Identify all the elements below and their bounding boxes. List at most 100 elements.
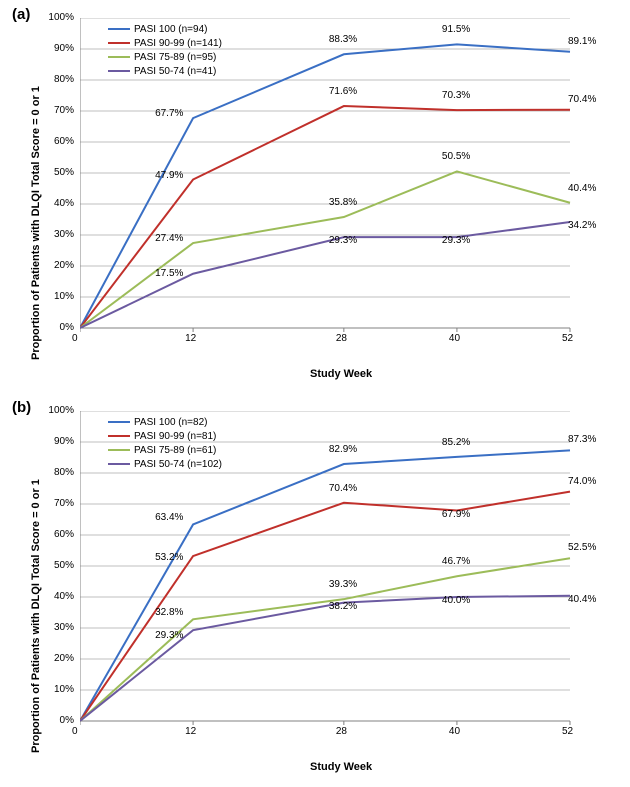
ytick-label: 60% — [44, 136, 74, 147]
ytick-label: 30% — [44, 229, 74, 240]
data-label: 67.7% — [155, 108, 183, 119]
data-label: 46.7% — [442, 556, 470, 567]
data-label: 27.4% — [155, 233, 183, 244]
data-label: 82.9% — [329, 444, 357, 455]
legend-item-pasi100: PASI 100 (n=82) — [108, 415, 222, 429]
panel-a-ylabel: Proportion of Patients with DLQI Total S… — [30, 86, 42, 360]
data-label: 70.4% — [568, 94, 596, 105]
data-label: 63.4% — [155, 512, 183, 523]
legend-swatch — [108, 435, 130, 437]
xtick-label: 0 — [72, 726, 78, 737]
data-label: 40.4% — [568, 594, 596, 605]
data-label: 40.4% — [568, 183, 596, 194]
ytick-label: 50% — [44, 167, 74, 178]
xtick-label: 52 — [562, 726, 573, 737]
data-label: 29.3% — [155, 630, 183, 641]
data-label: 71.6% — [329, 86, 357, 97]
legend-swatch — [108, 28, 130, 30]
ytick-label: 100% — [44, 405, 74, 416]
ytick-label: 100% — [44, 12, 74, 23]
legend-text: PASI 50-74 (n=102) — [134, 459, 222, 470]
legend-text: PASI 75-89 (n=95) — [134, 52, 216, 63]
ytick-label: 70% — [44, 105, 74, 116]
ytick-label: 20% — [44, 260, 74, 271]
chart-a: 0%10%20%30%40%50%60%70%80%90%100%0122840… — [80, 18, 600, 348]
ytick-label: 20% — [44, 653, 74, 664]
legend-swatch — [108, 449, 130, 451]
data-label: 50.5% — [442, 151, 470, 162]
data-label: 35.8% — [329, 197, 357, 208]
legend-item-pasi50_74: PASI 50-74 (n=102) — [108, 457, 222, 471]
data-label: 87.3% — [568, 434, 596, 445]
data-label: 39.3% — [329, 579, 357, 590]
data-label: 38.2% — [329, 601, 357, 612]
xtick-label: 12 — [185, 333, 196, 344]
ytick-label: 40% — [44, 198, 74, 209]
legend-text: PASI 100 (n=94) — [134, 24, 207, 35]
legend-text: PASI 50-74 (n=41) — [134, 66, 216, 77]
legend-item-pasi50_74: PASI 50-74 (n=41) — [108, 64, 222, 78]
panel-b: (b) Proportion of Patients with DLQI Tot… — [0, 395, 630, 787]
data-label: 40.0% — [442, 595, 470, 606]
ytick-label: 0% — [44, 715, 74, 726]
legend-swatch — [108, 42, 130, 44]
panel-b-xlabel: Study Week — [310, 761, 372, 773]
chart-b: 0%10%20%30%40%50%60%70%80%90%100%0122840… — [80, 411, 600, 741]
ytick-label: 40% — [44, 591, 74, 602]
xtick-label: 52 — [562, 333, 573, 344]
ytick-label: 60% — [44, 529, 74, 540]
data-label: 88.3% — [329, 34, 357, 45]
panel-b-label: (b) — [12, 399, 31, 416]
legend-text: PASI 100 (n=82) — [134, 417, 207, 428]
panel-a-label: (a) — [12, 6, 30, 23]
panel-a-xlabel: Study Week — [310, 368, 372, 380]
data-label: 85.2% — [442, 437, 470, 448]
ytick-label: 80% — [44, 74, 74, 85]
data-label: 47.9% — [155, 170, 183, 181]
data-label: 74.0% — [568, 476, 596, 487]
data-label: 29.3% — [442, 235, 470, 246]
data-label: 67.9% — [442, 509, 470, 520]
xtick-label: 0 — [72, 333, 78, 344]
panel-a: (a) Proportion of Patients with DLQI Tot… — [0, 0, 630, 393]
ytick-label: 0% — [44, 322, 74, 333]
legend-item-pasi75_89: PASI 75-89 (n=61) — [108, 443, 222, 457]
data-label: 89.1% — [568, 36, 596, 47]
data-label: 34.2% — [568, 220, 596, 231]
legend-swatch — [108, 56, 130, 58]
legend-text: PASI 90-99 (n=81) — [134, 431, 216, 442]
legend-swatch — [108, 463, 130, 465]
data-label: 53.2% — [155, 552, 183, 563]
ytick-label: 10% — [44, 684, 74, 695]
panel-b-ylabel: Proportion of Patients with DLQI Total S… — [30, 479, 42, 753]
ytick-label: 80% — [44, 467, 74, 478]
xtick-label: 12 — [185, 726, 196, 737]
ytick-label: 10% — [44, 291, 74, 302]
xtick-label: 28 — [336, 726, 347, 737]
legend-swatch — [108, 70, 130, 72]
xtick-label: 40 — [449, 333, 460, 344]
ytick-label: 30% — [44, 622, 74, 633]
data-label: 32.8% — [155, 607, 183, 618]
data-label: 91.5% — [442, 24, 470, 35]
page: (a) Proportion of Patients with DLQI Tot… — [0, 0, 630, 787]
legend-item-pasi100: PASI 100 (n=94) — [108, 22, 222, 36]
legend-text: PASI 75-89 (n=61) — [134, 445, 216, 456]
xtick-label: 40 — [449, 726, 460, 737]
data-label: 17.5% — [155, 268, 183, 279]
ytick-label: 70% — [44, 498, 74, 509]
data-label: 29.3% — [329, 235, 357, 246]
legend-item-pasi90_99: PASI 90-99 (n=141) — [108, 36, 222, 50]
data-label: 70.4% — [329, 483, 357, 494]
legend-item-pasi90_99: PASI 90-99 (n=81) — [108, 429, 222, 443]
ytick-label: 90% — [44, 43, 74, 54]
xtick-label: 28 — [336, 333, 347, 344]
ytick-label: 90% — [44, 436, 74, 447]
data-label: 70.3% — [442, 90, 470, 101]
legend: PASI 100 (n=82) PASI 90-99 (n=81) PASI 75-… — [108, 415, 222, 471]
legend: PASI 100 (n=94) PASI 90-99 (n=141) PASI 75… — [108, 22, 222, 78]
data-label: 52.5% — [568, 542, 596, 553]
legend-swatch — [108, 421, 130, 423]
legend-item-pasi75_89: PASI 75-89 (n=95) — [108, 50, 222, 64]
legend-text: PASI 90-99 (n=141) — [134, 38, 222, 49]
